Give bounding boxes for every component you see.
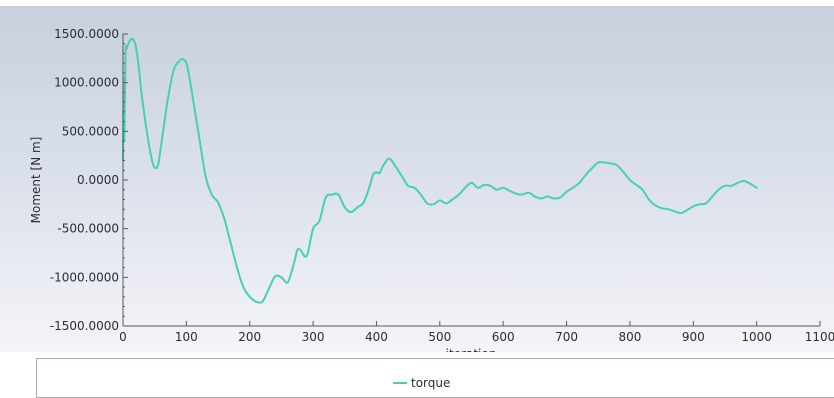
series-line-torque — [122, 37, 758, 304]
x-tick-label: 200 — [238, 330, 261, 344]
x-axis-title: iteration — [446, 347, 497, 352]
plot-area — [0, 0, 834, 352]
y-tick-label: 1500.0000 — [54, 27, 119, 41]
legend-label-torque: torque — [411, 376, 451, 390]
x-tick-label: 1000 — [741, 330, 772, 344]
y-tick-label: -1500.0000 — [50, 319, 119, 333]
x-tick-label: 400 — [365, 330, 388, 344]
x-tick-label: 100 — [175, 330, 198, 344]
series-layer — [122, 37, 758, 304]
y-tick-label: -1000.0000 — [50, 270, 119, 284]
top-border — [0, 0, 834, 6]
y-tick-label: 500.0000 — [62, 124, 119, 138]
x-tick-label: 500 — [428, 330, 451, 344]
y-tick-label: 0.0000 — [77, 173, 119, 187]
y-axis-title: Moment [N m] — [29, 137, 43, 224]
x-tick-label: 0 — [119, 330, 127, 344]
x-tick-label: 1100 — [805, 330, 834, 344]
x-tick-label: 900 — [682, 330, 705, 344]
ticks-layer: 0 100 200 300 400 500 600 700 800 900 1000 1100 1500… — [50, 27, 834, 344]
x-tick-label: 300 — [302, 330, 325, 344]
legend: torque — [36, 358, 834, 398]
x-tick-label: 800 — [618, 330, 641, 344]
legend-item-torque[interactable]: torque — [393, 376, 450, 390]
axes-layer — [122, 34, 820, 327]
x-tick-label: 600 — [492, 330, 515, 344]
y-tick-label: -500.0000 — [57, 222, 119, 236]
y-tick-label: 1000.0000 — [54, 76, 119, 90]
x-tick-label: 700 — [555, 330, 578, 344]
torque-chart: 0 100 200 300 400 500 600 700 800 900 1000 1100 1500… — [29, 27, 834, 352]
legend-swatch-torque — [393, 382, 407, 384]
